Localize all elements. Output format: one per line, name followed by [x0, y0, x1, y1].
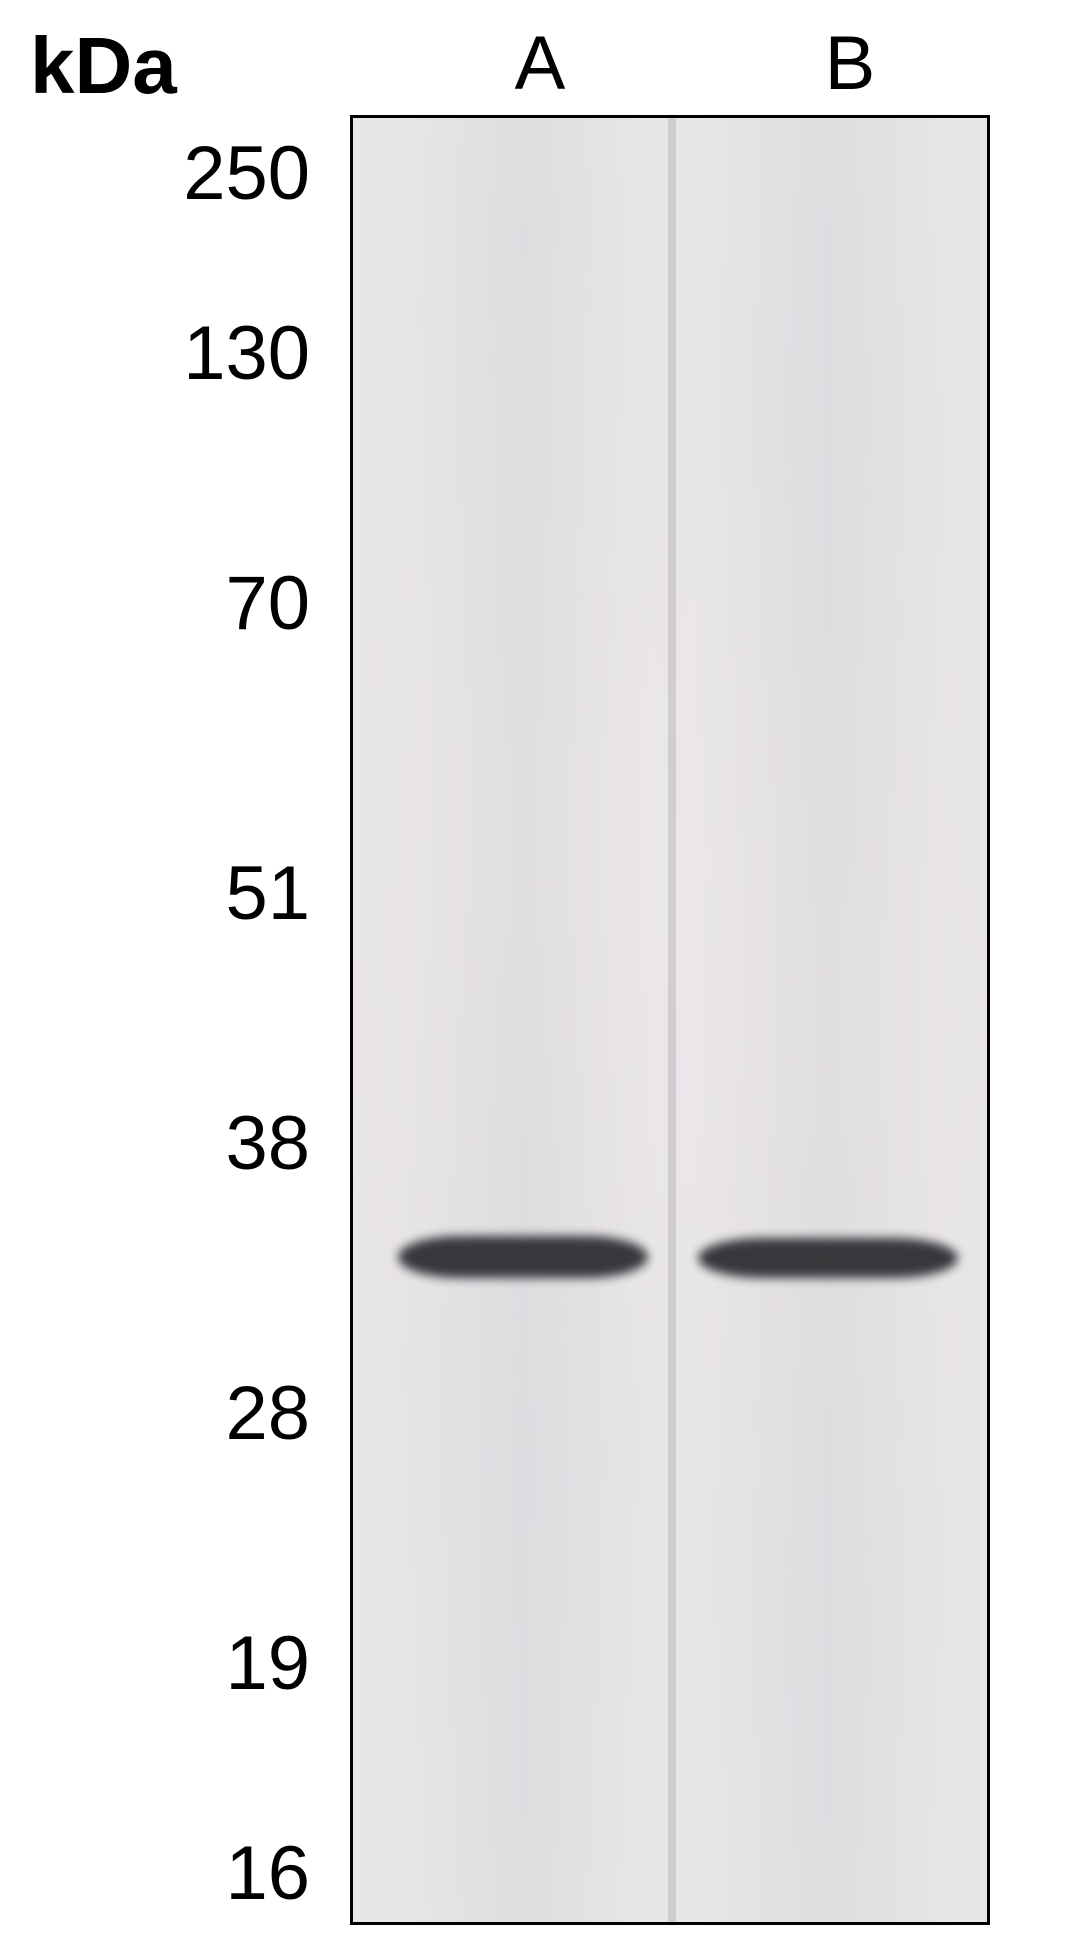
- tick-label: 51: [110, 850, 310, 937]
- blot-frame: [350, 115, 990, 1925]
- tick-label: 70: [110, 560, 310, 647]
- axis-unit-label: kDa: [30, 20, 177, 112]
- blot-figure: kDa 250 130 70 51 38 28 19 16 A B: [0, 0, 1080, 1948]
- protein-band: [698, 1238, 958, 1278]
- lane-divider: [668, 118, 676, 1922]
- tick-label: 16: [110, 1830, 310, 1917]
- tick-label: 250: [110, 130, 310, 217]
- tick-label: 28: [110, 1370, 310, 1457]
- tick-label: 19: [110, 1620, 310, 1707]
- lane-streak: [393, 118, 653, 1922]
- protein-band: [398, 1236, 648, 1278]
- lane-streak: [693, 118, 963, 1922]
- tick-label: 38: [110, 1100, 310, 1187]
- tick-label: 130: [110, 310, 310, 397]
- lane-label: A: [500, 20, 580, 107]
- lane-label: B: [810, 20, 890, 107]
